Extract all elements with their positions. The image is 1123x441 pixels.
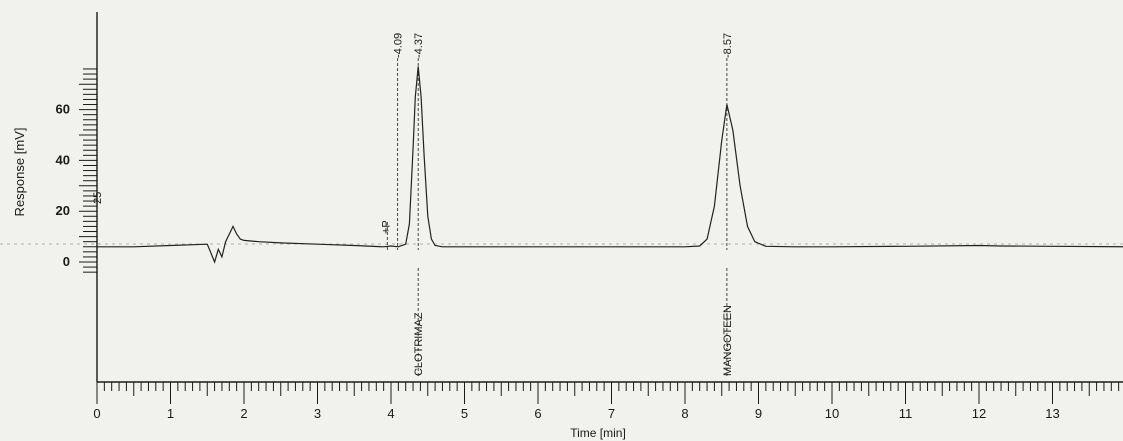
y-tick-label: 20: [56, 203, 70, 218]
attenuation-label: 25: [92, 192, 104, 204]
peak-annotations: -4.09 -4.37 -8.57 CLOTRIMAZ MANGOTEEN +P 25: [92, 33, 734, 376]
peak-retention-label: -8.57: [722, 33, 734, 58]
x-tick-label: 1: [167, 406, 174, 421]
integration-start-label: +P: [380, 220, 392, 234]
x-tick-label: 3: [314, 406, 321, 421]
x-tick-label: 7: [608, 406, 615, 421]
peak-markers: [386, 58, 728, 378]
signal-trace: [97, 66, 1123, 264]
x-tick-label: 11: [899, 406, 913, 421]
x-tick-label: 5: [461, 406, 468, 421]
x-tick-label: 8: [681, 406, 688, 421]
y-axis-label: Response [mV]: [12, 128, 27, 217]
peak-retention-label: -4.09: [393, 33, 405, 58]
peak-retention-label: -4.37: [413, 33, 425, 58]
y-tick-label: 40: [56, 152, 70, 167]
x-tick-label: 10: [825, 406, 839, 421]
y-tick-label: 60: [56, 102, 70, 117]
x-tick-label: 2: [240, 406, 247, 421]
y-axis-ticks: 0 20 40 60: [56, 68, 97, 273]
compound-label: MANGOTEEN: [722, 305, 734, 376]
x-tick-label: 12: [972, 406, 986, 421]
y-tick-label: 0: [63, 254, 70, 269]
x-axis-label: Time [min]: [570, 426, 626, 440]
x-tick-label: 0: [93, 406, 100, 421]
compound-label: CLOTRIMAZ: [413, 312, 425, 376]
x-tick-label: 4: [387, 406, 394, 421]
x-tick-label: 13: [1045, 406, 1059, 421]
x-axis-ticks: 0 1 2 3 4 5 6 7 8 9 10 11 12 13: [93, 382, 1120, 421]
x-tick-label: 6: [534, 406, 541, 421]
x-tick-label: 9: [755, 406, 762, 421]
